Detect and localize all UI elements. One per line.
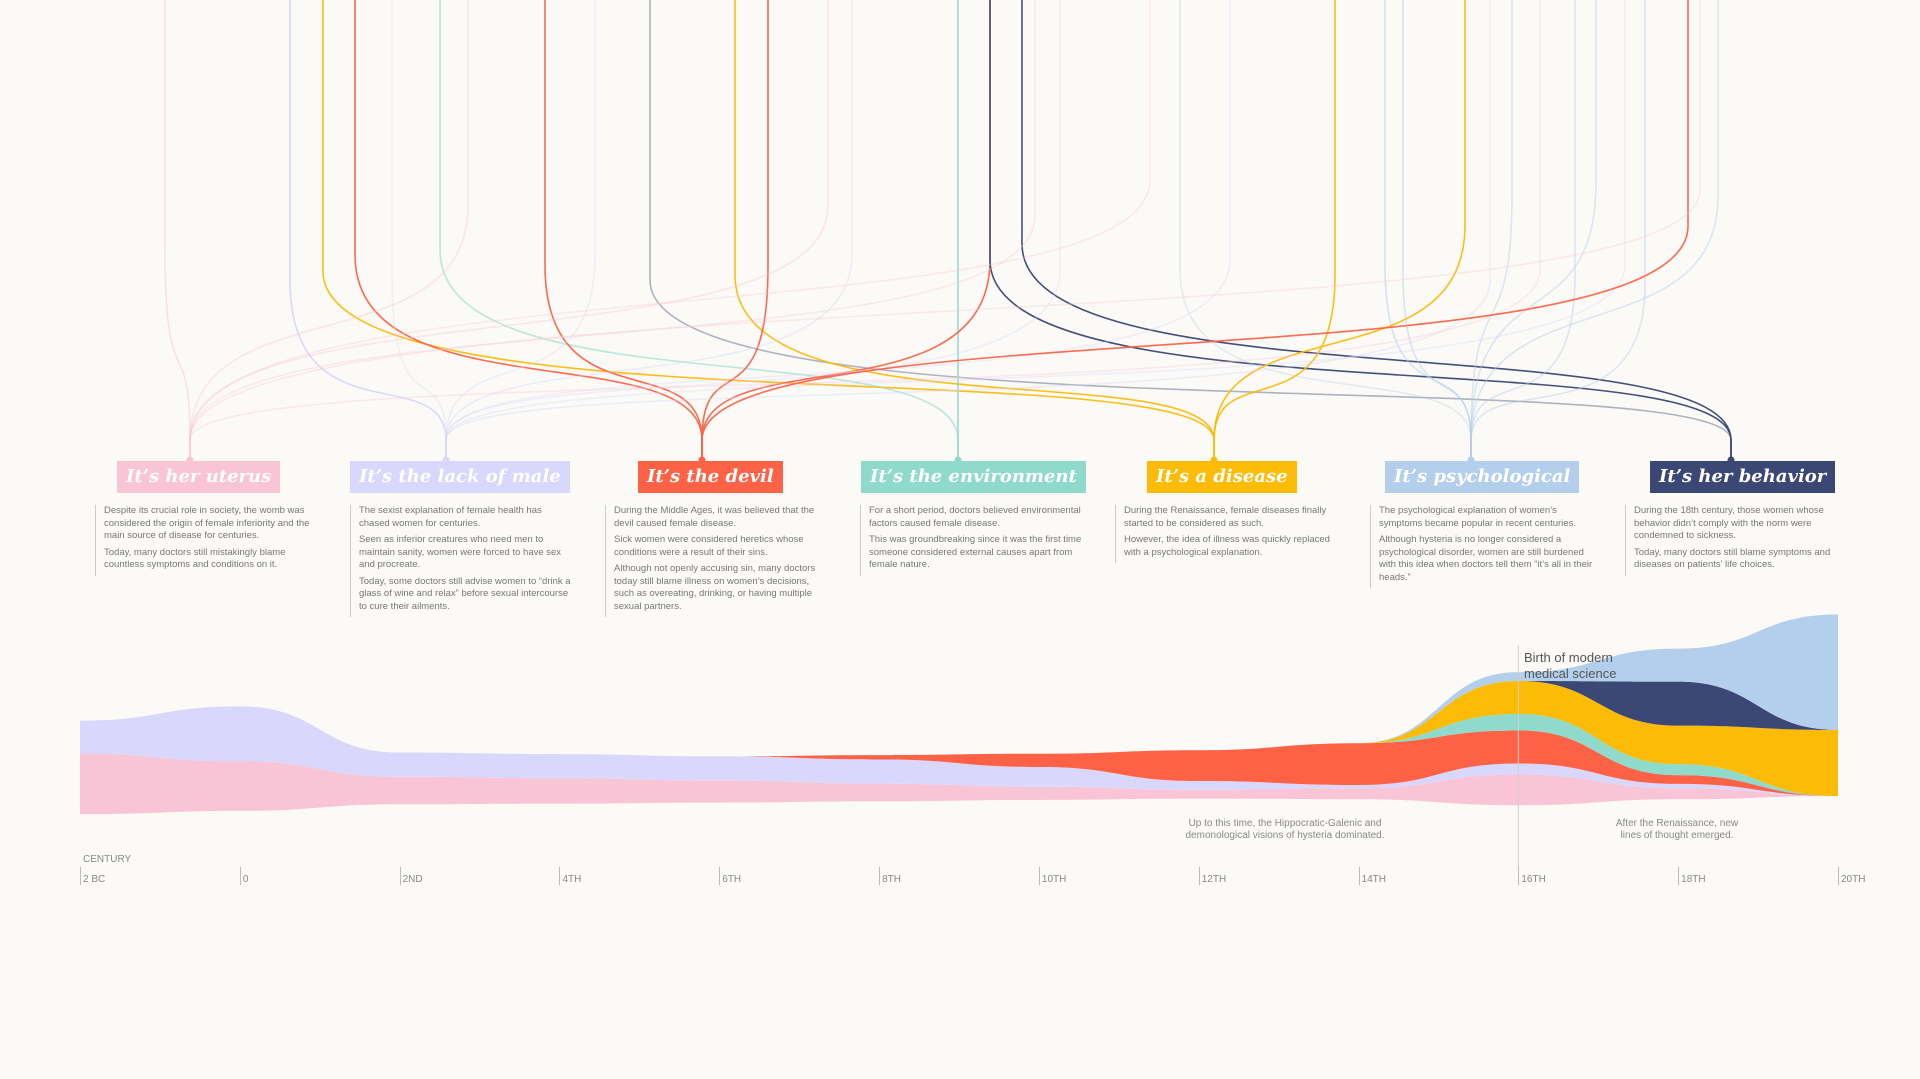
stream-series-5 bbox=[80, 680, 1838, 757]
description-male: The sexist explanation of female health … bbox=[350, 505, 574, 617]
description-paragraph: Seen as inferior creatures who need men … bbox=[359, 534, 562, 570]
note-renaissance: After the Renaissance, new lines of thou… bbox=[1615, 818, 1739, 841]
label-environment: It’s the environment bbox=[861, 461, 1086, 493]
description-paragraph: However, the idea of illness was quickly… bbox=[1124, 534, 1330, 558]
axis-tick: 6TH bbox=[719, 867, 741, 885]
description-paragraph: Despite its crucial role in society, the… bbox=[104, 505, 310, 541]
axis-tick: 0 bbox=[239, 867, 248, 885]
flow-line-male bbox=[445, 0, 1061, 460]
flow-line-devil bbox=[701, 0, 991, 460]
explanation-flow-lines bbox=[164, 0, 1735, 464]
axis-tick: 4TH bbox=[559, 867, 581, 885]
flow-line-uterus bbox=[189, 0, 1701, 460]
description-paragraph: Today, some doctors still advise women t… bbox=[359, 575, 571, 612]
description-paragraph: During the 18th century, those women who… bbox=[1634, 505, 1824, 541]
flow-line-devil bbox=[544, 0, 703, 460]
flow-line-uterus bbox=[189, 0, 1541, 460]
label-disease: It’s a disease bbox=[1147, 461, 1297, 493]
axis-tick: 12TH bbox=[1198, 867, 1226, 885]
flow-line-uterus bbox=[164, 0, 191, 460]
axis-tick: 16TH bbox=[1518, 867, 1546, 885]
flow-line-male bbox=[445, 0, 1231, 460]
description-behavior: During the 18th century, those women who… bbox=[1625, 505, 1849, 576]
flow-line-disease bbox=[734, 0, 1215, 460]
flow-line-devil bbox=[354, 0, 703, 460]
flow-line-behavior bbox=[1021, 0, 1732, 460]
description-uterus: Despite its crucial role in society, the… bbox=[95, 505, 319, 576]
flow-line-uterus bbox=[189, 0, 1036, 460]
description-paragraph: Although not openly accusing sin, many d… bbox=[614, 563, 816, 612]
description-disease: During the Renaissance, female diseases … bbox=[1115, 505, 1339, 563]
flow-line-devil bbox=[701, 0, 769, 460]
description-paragraph: The psychological explanation of women’s… bbox=[1379, 505, 1576, 529]
label-psychological: It’s psychological bbox=[1385, 461, 1580, 493]
label-behavior: It’s her behavior bbox=[1650, 461, 1836, 493]
flow-line-psychological bbox=[1384, 0, 1472, 460]
flow-line-male bbox=[445, 0, 1626, 460]
axis-tick: 8TH bbox=[879, 867, 901, 885]
flow-line-behavior bbox=[649, 0, 1732, 460]
flow-line-disease bbox=[1213, 0, 1336, 460]
flow-line-male bbox=[391, 0, 447, 460]
axis-tick: 20TH bbox=[1838, 867, 1865, 885]
axis-tick: 18TH bbox=[1678, 867, 1706, 885]
flow-line-psychological bbox=[1470, 0, 1576, 460]
description-paragraph: For a short period, doctors believed env… bbox=[869, 505, 1081, 529]
flow-line-psychological bbox=[1470, 0, 1597, 460]
milestone-label: Birth of modern medical science bbox=[1524, 650, 1617, 681]
axis-tick: 2ND bbox=[399, 867, 423, 885]
flow-line-male bbox=[289, 0, 447, 460]
axis-tick: 10TH bbox=[1038, 867, 1066, 885]
flow-line-environment bbox=[439, 0, 959, 460]
flow-line-uterus bbox=[189, 0, 829, 460]
stream-series-2 bbox=[80, 706, 1838, 796]
description-paragraph: The sexist explanation of female health … bbox=[359, 505, 542, 529]
flow-line-psychological bbox=[1402, 0, 1472, 460]
description-paragraph: During the Middle Ages, it was believed … bbox=[614, 505, 815, 529]
description-environment: For a short period, doctors believed env… bbox=[860, 505, 1084, 576]
description-paragraph: During the Renaissance, female diseases … bbox=[1124, 505, 1327, 529]
flow-line-male bbox=[445, 0, 1491, 460]
flow-line-male bbox=[445, 0, 853, 460]
flow-line-psychological bbox=[1470, 0, 1719, 460]
description-devil: During the Middle Ages, it was believed … bbox=[605, 505, 829, 617]
description-paragraph: Today, many doctors still blame symptoms… bbox=[1634, 546, 1831, 571]
flow-line-uterus bbox=[189, 0, 469, 460]
label-devil: It’s the devil bbox=[638, 461, 783, 493]
description-paragraph: Today, many doctors still mistakingly bl… bbox=[104, 546, 286, 571]
flow-line-psychological bbox=[1179, 0, 1472, 460]
flow-line-disease bbox=[1213, 0, 1466, 460]
description-paragraph: Sick women were considered heretics whos… bbox=[614, 534, 804, 558]
description-psychological: The psychological explanation of women’s… bbox=[1370, 505, 1594, 588]
stream-series-1 bbox=[80, 706, 1838, 796]
flow-line-devil bbox=[701, 0, 1689, 460]
stream-series-0 bbox=[80, 753, 1838, 815]
flow-line-male bbox=[445, 0, 596, 460]
label-male: It’s the lack of male bbox=[350, 461, 570, 493]
flow-line-disease bbox=[322, 0, 1215, 460]
flow-line-psychological bbox=[1470, 0, 1646, 460]
flow-line-uterus bbox=[189, 0, 1151, 460]
flow-line-behavior bbox=[989, 0, 1732, 460]
description-paragraph: This was groundbreaking since it was the… bbox=[869, 534, 1082, 570]
axis-tick: 2 BC bbox=[80, 867, 105, 885]
note-hippocratic: Up to this time, the Hippocratic-Galenic… bbox=[1185, 818, 1385, 841]
axis-title: CENTURY bbox=[83, 854, 132, 865]
axis-tick: 14TH bbox=[1358, 867, 1386, 885]
label-uterus: It’s her uterus bbox=[117, 461, 281, 493]
flow-line-psychological bbox=[1470, 0, 1513, 460]
streamgraph bbox=[80, 614, 1838, 870]
description-paragraph: Although hysteria is no longer considere… bbox=[1379, 534, 1593, 583]
